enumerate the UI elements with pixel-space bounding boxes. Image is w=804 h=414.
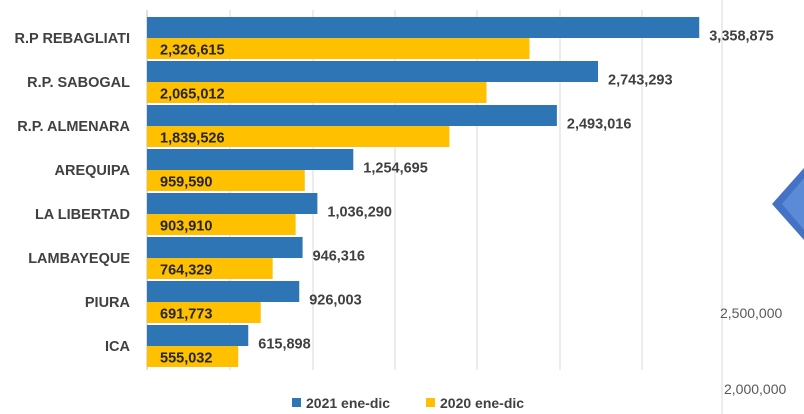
bar-2020 [147, 258, 273, 279]
category-label: LA LIBERTAD [35, 207, 130, 223]
bar-2021 [147, 149, 354, 170]
value-label-2020: 764,329 [160, 263, 212, 279]
value-label-2021: 2,743,293 [608, 73, 673, 89]
bars [147, 17, 700, 367]
value-labels: 3,358,875 2,326,615 2,743,293 2,065,012 2,49… [160, 29, 774, 367]
bar-2021 [147, 61, 599, 82]
value-label-2021: 615,898 [258, 337, 310, 353]
legend-label-2021: 2021 ene-dic [306, 395, 390, 411]
value-label-2020: 691,773 [160, 307, 212, 323]
side-tick-label: 2,500,000 [720, 305, 782, 321]
bar-2021 [147, 281, 300, 302]
bar-2021 [147, 193, 318, 214]
bar-2020 [147, 38, 530, 59]
value-label-2021: 1,254,695 [363, 161, 428, 177]
value-label-2020: 555,032 [160, 351, 212, 367]
category-label: AREQUIPA [55, 163, 131, 179]
value-label-2020: 2,065,012 [160, 87, 225, 103]
value-label-2021: 926,003 [309, 293, 361, 309]
bar-2020 [147, 170, 305, 191]
category-label: R.P. ALMENARA [17, 119, 130, 135]
legend-swatch-2020 [426, 398, 435, 407]
value-label-2021: 1,036,290 [327, 205, 392, 221]
category-label: PIURA [85, 295, 131, 311]
category-label: R.P. SABOGAL [27, 75, 130, 91]
bar-2020 [147, 214, 296, 235]
legend-label-2020: 2020 ene-dic [440, 395, 524, 411]
category-labels: R.P REBAGLIATI R.P. SABOGAL R.P. ALMENARA A… [15, 31, 131, 355]
bar-2021 [147, 325, 249, 346]
value-label-2021: 2,493,016 [567, 117, 632, 133]
value-label-2020: 1,839,526 [160, 131, 225, 147]
category-label: R.P REBAGLIATI [15, 31, 130, 47]
bar-2021 [147, 105, 557, 126]
value-label-2020: 903,910 [160, 219, 212, 235]
bar-2021 [147, 237, 303, 258]
category-label: LAMBAYEQUE [28, 251, 130, 267]
value-label-2020: 2,326,615 [160, 43, 225, 59]
value-label-2021: 946,316 [313, 249, 365, 265]
legend: 2021 ene-dic 2020 ene-dic [292, 395, 524, 411]
legend-swatch-2021 [292, 398, 301, 407]
bar-2021 [147, 17, 700, 38]
bar-2020 [147, 302, 261, 323]
bar-2020 [147, 126, 450, 147]
arrow-shape [772, 168, 804, 240]
bar-2020 [147, 82, 487, 103]
side-tick-label: 2,000,000 [724, 381, 786, 397]
bar-2020 [147, 346, 239, 367]
category-label: ICA [105, 339, 131, 355]
value-label-2021: 3,358,875 [709, 29, 774, 45]
value-label-2020: 959,590 [160, 175, 212, 191]
